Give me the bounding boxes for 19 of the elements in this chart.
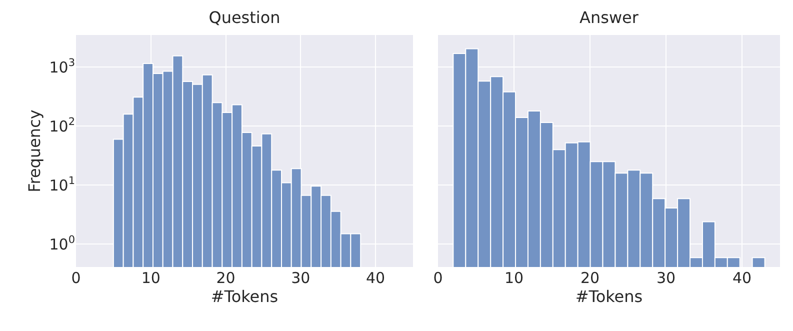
x-tick-label: 20: [216, 269, 236, 287]
x-tick-label: 20: [580, 269, 600, 287]
chart-title: Answer: [580, 8, 639, 28]
y-tick-label: 10$^{2}$: [49, 116, 75, 136]
x-tick-label: 40: [732, 269, 752, 287]
x-axis-title: #Tokens: [210, 287, 278, 306]
x-tick-label: 10: [141, 269, 160, 287]
x-tick-label: 0: [71, 269, 81, 287]
y-tick-label: 10$^{3}$: [49, 57, 75, 76]
y-tick-label: 10$^{1}$: [49, 175, 75, 194]
y-tick-label: 10$^{0}$: [49, 234, 75, 254]
x-axis-title: #Tokens: [575, 287, 643, 306]
x-tick-label: 30: [291, 269, 310, 287]
chart-title: Question: [208, 8, 280, 28]
y-axis-title: Frequency: [25, 110, 44, 192]
x-tick-label: 40: [366, 269, 386, 287]
x-tick-label: 10: [504, 269, 524, 287]
x-tick-label: 30: [656, 269, 676, 287]
x-tick-label: 0: [433, 269, 443, 287]
